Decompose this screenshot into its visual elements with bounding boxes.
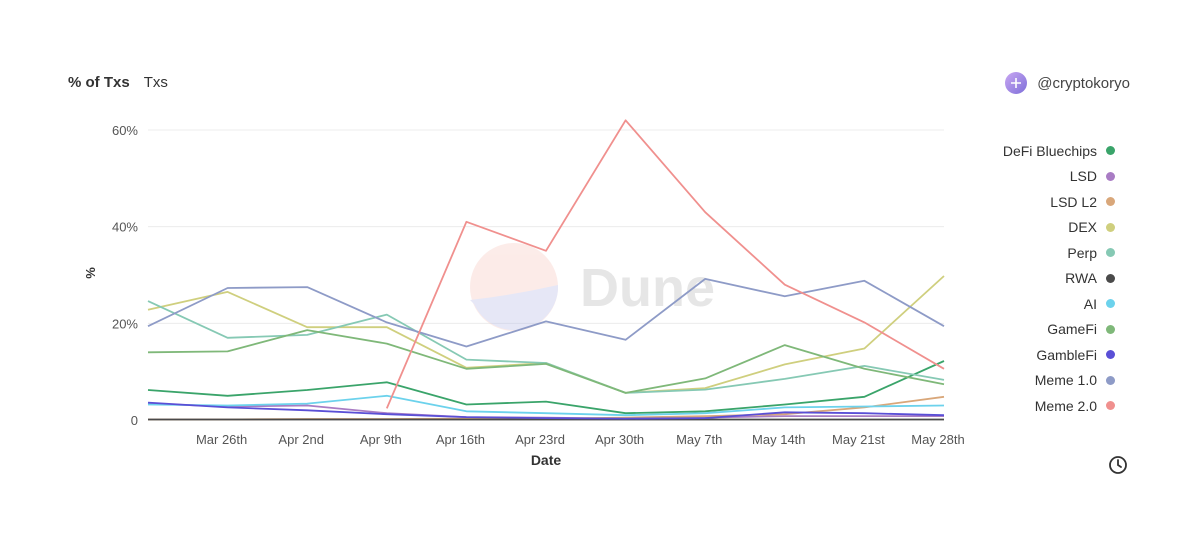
chart-view-tabs: % of Txs Txs [68, 74, 168, 91]
legend-swatch [1106, 146, 1115, 156]
legend-label: LSD [1069, 168, 1097, 185]
y-tick-label: 0 [131, 413, 138, 428]
x-tick-label: May 21st [832, 432, 885, 447]
legend-label: GameFi [1047, 321, 1097, 338]
legend-label: Perp [1067, 244, 1097, 261]
legend-swatch [1106, 273, 1115, 283]
legend-item-gamefi[interactable]: GameFi [935, 317, 1115, 343]
legend-label: RWA [1065, 270, 1097, 287]
chart-series [147, 119, 945, 421]
x-tick-label: Apr 16th [436, 432, 485, 447]
legend-swatch [1106, 197, 1115, 207]
author-handle: @cryptokoryo [1037, 74, 1130, 92]
dune-logo-icon [1005, 72, 1028, 94]
legend-swatch [1106, 248, 1115, 258]
x-tick-label: Mar 26th [196, 432, 247, 447]
legend-swatch [1106, 401, 1115, 411]
author-badge[interactable]: @cryptokoryo [1005, 72, 1130, 94]
legend-item-gamblefi[interactable]: GambleFi [935, 342, 1115, 368]
legend-swatch [1106, 299, 1115, 309]
series-line-meme-2-0 [385, 119, 945, 409]
series-line-ai [147, 394, 945, 417]
x-tick-label: May 28th [911, 432, 964, 447]
y-tick-label: 60% [112, 123, 138, 138]
clock-icon[interactable] [1108, 455, 1128, 475]
legend-label: GambleFi [1036, 346, 1097, 363]
legend-item-ai[interactable]: AI [935, 291, 1115, 317]
dune-watermark-logo [470, 243, 558, 331]
legend-label: Meme 2.0 [1034, 397, 1097, 414]
legend-item-meme-2-0[interactable]: Meme 2.0 [935, 393, 1115, 419]
legend-label: Meme 1.0 [1034, 372, 1097, 389]
tab-txs[interactable]: Txs [143, 74, 168, 91]
legend-swatch [1106, 171, 1115, 181]
legend-item-defi-bluechips[interactable]: DeFi Bluechips [935, 138, 1115, 164]
y-tick-label: 20% [112, 316, 138, 331]
legend-item-lsd-l2[interactable]: LSD L2 [935, 189, 1115, 215]
x-tick-label: Apr 9th [360, 432, 402, 447]
legend-label: DEX [1068, 219, 1097, 236]
legend-swatch [1106, 375, 1115, 385]
x-axis: Mar 26th Apr 2nd Apr 9th Apr 16th Apr 23rd Ap… [196, 432, 965, 447]
legend-label: DeFi Bluechips [1002, 142, 1097, 159]
legend-swatch [1106, 350, 1115, 360]
legend-swatch [1106, 222, 1115, 232]
series-line-meme-1-0 [147, 278, 945, 348]
legend-item-meme-1-0[interactable]: Meme 1.0 [935, 368, 1115, 394]
y-axis: 0 20% 40% 60% [112, 123, 138, 428]
chart-legend: DeFi Bluechips LSD LSD L2 DEX Perp RWA AI GameF… [935, 138, 1115, 419]
legend-label: LSD L2 [1050, 193, 1097, 210]
dune-watermark-logo-wave [470, 285, 558, 331]
legend-swatch [1106, 324, 1115, 334]
x-tick-label: May 14th [752, 432, 805, 447]
series-line-gamblefi [147, 401, 945, 420]
series-line-gamefi [147, 329, 945, 394]
x-tick-label: Apr 23rd [515, 432, 565, 447]
y-tick-label: 40% [112, 220, 138, 235]
x-tick-label: Apr 30th [595, 432, 644, 447]
legend-item-perp[interactable]: Perp [935, 240, 1115, 266]
legend-item-lsd[interactable]: LSD [935, 164, 1115, 190]
x-axis-label: Date [531, 452, 562, 468]
series-line-defi-bluechips [147, 360, 945, 415]
x-tick-label: Apr 2nd [278, 432, 324, 447]
legend-item-rwa[interactable]: RWA [935, 266, 1115, 292]
y-axis-label: % [83, 267, 98, 279]
tab-percent-of-txs[interactable]: % of Txs [68, 74, 130, 91]
dune-watermark: Dune [470, 243, 715, 331]
legend-item-dex[interactable]: DEX [935, 215, 1115, 241]
legend-label: AI [1083, 295, 1097, 312]
x-tick-label: May 7th [676, 432, 722, 447]
